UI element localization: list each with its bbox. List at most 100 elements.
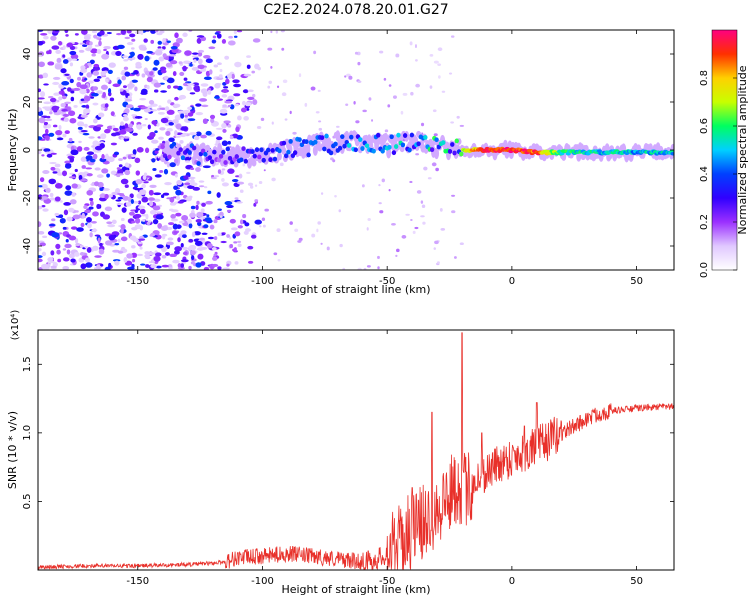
noise-cell — [40, 33, 48, 36]
noise-cell — [143, 181, 149, 184]
colorbar-tick-label-3: 0.6 — [699, 118, 710, 134]
band-core — [207, 155, 213, 161]
noise-cell — [173, 85, 179, 89]
noise-cell — [137, 200, 142, 205]
spectrogram-y-tick-label-0: -40 — [22, 238, 33, 254]
noise-cell — [166, 40, 171, 44]
noise-cell — [192, 186, 200, 191]
noise-cell — [38, 136, 43, 141]
noise-cell — [51, 218, 56, 222]
noise-cell — [120, 125, 126, 130]
noise-cell — [42, 208, 49, 212]
noise-cell — [92, 211, 99, 217]
noise-cell — [159, 170, 164, 173]
noise-cell — [195, 111, 204, 116]
noise-cell — [111, 231, 120, 237]
band-core — [173, 158, 179, 164]
speckle-cell — [368, 97, 372, 101]
noise-cell — [104, 193, 109, 200]
band-core — [268, 157, 273, 163]
noise-cell — [38, 247, 42, 252]
speckle-cell — [270, 65, 273, 69]
speckle-cell — [391, 222, 396, 226]
speckle-cell — [338, 209, 342, 213]
noise-cell — [123, 116, 129, 122]
noise-cell — [160, 90, 167, 93]
noise-cell — [78, 49, 85, 53]
colorbar-tick-label-2: 0.4 — [699, 166, 710, 182]
noise-cell — [161, 264, 169, 268]
noise-cell — [52, 81, 60, 86]
noise-cell — [68, 207, 75, 213]
noise-cell — [114, 260, 120, 266]
noise-cell — [131, 226, 138, 231]
noise-cell — [112, 83, 121, 88]
spectrogram-panel: -150 -100 -50 0 50 -40 -20 0 20 40 Height of str… — [6, 29, 675, 296]
noise-cell — [183, 175, 191, 180]
noise-cell — [85, 47, 92, 52]
noise-cell — [82, 44, 88, 47]
speckle-cell — [429, 85, 433, 89]
noise-cell — [69, 172, 74, 175]
speckle-cell — [409, 180, 413, 184]
noise-cell — [169, 253, 177, 258]
noise-cell — [39, 177, 45, 183]
noise-cell — [100, 133, 107, 140]
noise-cell — [47, 61, 55, 66]
speckle-cell — [339, 243, 343, 248]
noise-cell — [72, 87, 81, 91]
noise-cell — [38, 258, 43, 263]
noise-cell — [203, 186, 208, 189]
noise-cell — [38, 221, 42, 227]
speckle-cell — [384, 129, 389, 133]
noise-cell — [159, 30, 165, 34]
speckle-cell — [433, 60, 439, 64]
spectrogram-cells — [38, 30, 674, 270]
noise-cell — [117, 168, 124, 175]
noise-cell — [101, 168, 109, 174]
band-core — [387, 144, 392, 150]
noise-cell — [175, 123, 182, 130]
noise-cell — [58, 125, 62, 131]
noise-cell — [152, 67, 158, 71]
noise-cell — [198, 237, 206, 241]
noise-cell — [83, 146, 90, 151]
noise-cell — [195, 218, 202, 223]
noise-cell — [149, 209, 157, 215]
noise-cell — [60, 88, 64, 92]
noise-cell — [132, 186, 138, 190]
noise-cell — [62, 170, 68, 177]
noise-cell — [65, 185, 72, 191]
noise-cell — [162, 53, 167, 58]
speckle-cell — [297, 240, 302, 243]
speckle-cell — [392, 95, 397, 99]
noise-cell — [46, 187, 51, 193]
noise-cell — [187, 83, 195, 86]
noise-cell — [181, 234, 187, 239]
noise-cell — [66, 216, 73, 222]
noise-cell — [135, 170, 141, 176]
noise-cell — [83, 108, 91, 114]
snr-series-line — [38, 332, 674, 570]
band-core — [252, 153, 257, 159]
noise-cell — [177, 200, 184, 204]
speckle-cell — [396, 248, 400, 253]
speckle-cell — [433, 247, 436, 250]
noise-cell — [48, 49, 52, 55]
noise-cell — [179, 94, 187, 100]
noise-cell — [196, 35, 205, 38]
noise-cell — [247, 260, 254, 264]
noise-cell — [117, 238, 121, 243]
noise-cell — [170, 102, 175, 106]
noise-cell — [96, 49, 102, 54]
speckle-cell — [334, 194, 337, 198]
noise-cell — [182, 65, 187, 72]
noise-cell — [197, 58, 203, 65]
noise-cell — [139, 225, 144, 231]
noise-cell — [106, 221, 113, 225]
noise-cell — [70, 96, 75, 102]
noise-cell — [200, 208, 205, 213]
noise-cell — [127, 196, 132, 203]
noise-cell — [92, 102, 99, 106]
